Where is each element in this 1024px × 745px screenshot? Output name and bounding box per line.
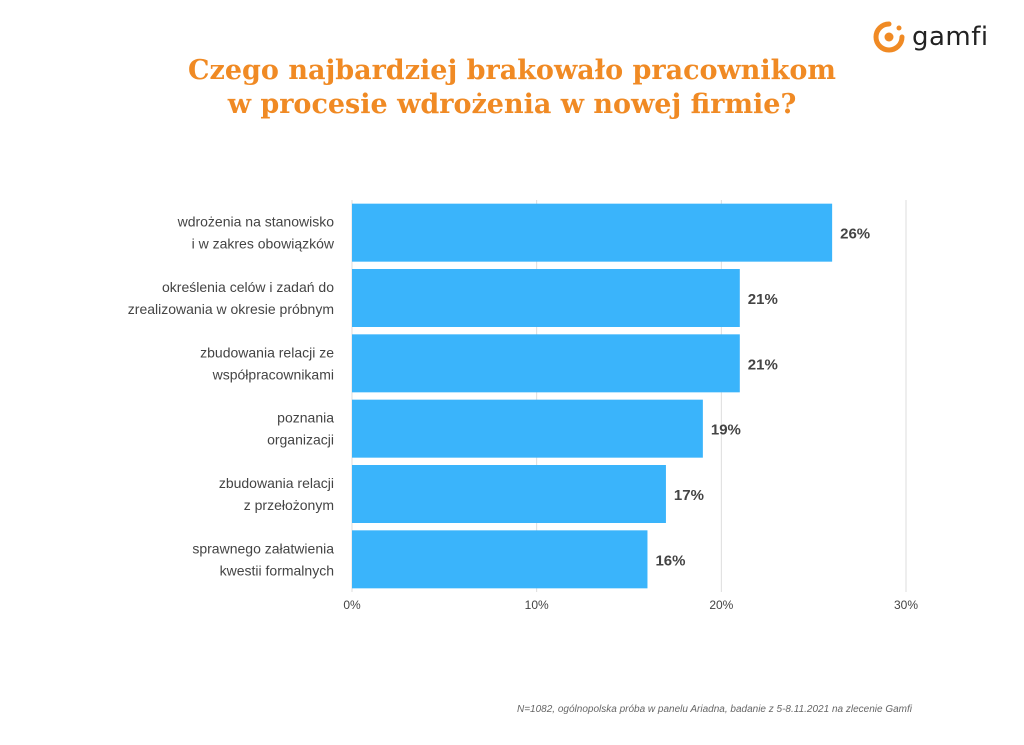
bar-1 [352, 269, 740, 327]
chart-title-line-1: Czego najbardziej brakowało pracownikom [188, 55, 836, 86]
category-label-4-1: z przełożonym [244, 497, 334, 513]
bar-5 [352, 530, 648, 589]
value-label-5: 16% [655, 552, 685, 569]
category-label-2-1: współpracownikami [212, 366, 334, 382]
category-label-1-0: określenia celów i zadań do [162, 279, 334, 295]
category-label-0-0: wdrożenia na stanowisko [177, 214, 335, 230]
category-label-5-0: sprawnego załatwienia [192, 540, 334, 556]
gamfi-logo-icon [873, 21, 905, 53]
value-label-0: 26% [840, 226, 870, 243]
category-label-3-0: poznania [277, 410, 334, 426]
category-label-5-1: kwestii formalnych [220, 562, 334, 578]
x-tick-label-1: 10% [525, 598, 549, 612]
footnote: N=1082, ogólnopolska próba w panelu Aria… [517, 704, 912, 715]
bar-0 [352, 203, 833, 262]
value-label-4: 17% [674, 487, 704, 504]
chart-title: Czego najbardziej brakowało pracownikom … [0, 54, 1024, 122]
x-tick-label-3: 30% [894, 598, 918, 612]
bar-3 [352, 399, 703, 458]
value-label-3: 19% [711, 422, 741, 439]
category-label-3-1: organizacji [267, 432, 334, 448]
brand-name: gamfi [912, 22, 989, 52]
x-tick-label-2: 20% [709, 598, 733, 612]
category-label-4-0: zbudowania relacji [219, 475, 334, 491]
bar-4 [352, 465, 666, 523]
category-label-0-1: i w zakres obowiązków [192, 236, 335, 252]
category-label-1-1: zrealizowania w okresie próbnym [128, 301, 334, 317]
x-tick-label-0: 0% [343, 598, 361, 612]
bar-2 [352, 334, 740, 393]
brand-logo: gamfi [872, 18, 989, 56]
category-label-2-0: zbudowania relacji ze [200, 344, 334, 360]
value-label-1: 21% [748, 291, 778, 308]
value-label-2: 21% [748, 356, 778, 373]
chart-title-line-2: w procesie wdrożenia w nowej firmie? [227, 89, 797, 120]
